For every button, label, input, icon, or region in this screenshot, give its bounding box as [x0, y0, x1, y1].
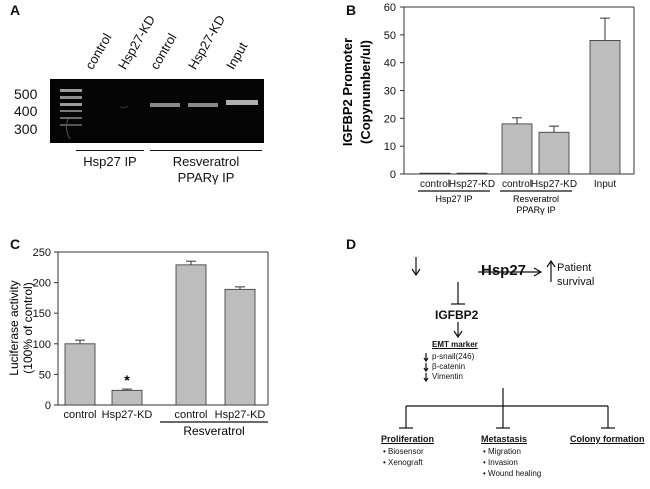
group-line-resveratrol [150, 150, 262, 151]
emt-marker-title: EMT marker [432, 340, 478, 349]
metastasis-item-2: • Invasion [483, 458, 518, 467]
group-line-hsp27-ip [76, 150, 144, 151]
chart-c-bar-1 [111, 389, 143, 406]
igfbp2-node: IGFBP2 [435, 308, 479, 322]
group-label-hsp27-ip: Hsp27 IP [83, 154, 137, 169]
emt-item-2: β-catenin [432, 362, 466, 371]
chart-c: 0 50 100 150 200 250 control * Hsp27-KD control Hs… [7, 247, 269, 438]
outcome-colony-formation: Colony formation [570, 434, 645, 444]
chart-b-ytick-label-1: 10 [384, 141, 396, 153]
chart-c-annotation-1: * [124, 372, 130, 388]
chart-c-ytick-label-5: 250 [33, 247, 51, 259]
chart-b-bar-4 [589, 40, 621, 175]
chart-c-bar-2 [175, 264, 207, 406]
chart-b-bar-1 [456, 172, 488, 175]
chart-b-ytick-label-5: 50 [384, 30, 396, 42]
chart-b-ytick-label-6: 60 [384, 2, 396, 14]
chart-b-ytick-label-3: 30 [384, 86, 396, 98]
chart-b-group-label-3: PPARγ IP [516, 205, 555, 215]
proliferation-item-1: • Biosensor [383, 447, 424, 456]
patient-label: Patient [557, 262, 592, 274]
chart-c-xtick-1: Hsp27-KD [102, 409, 153, 421]
outcome-proliferation: Proliferation [381, 434, 435, 444]
chart-c-ylabel-2: (100% of control) [21, 282, 35, 373]
group-label-resveratrol: Resveratrol [172, 154, 240, 169]
chart-c-bar-3 [224, 288, 256, 406]
chart-b-ylabel-1: IGFBP2 Promoter [340, 38, 355, 146]
chart-b-ytick-label-0: 0 [390, 169, 396, 181]
chart-c-xtick-0: control [63, 409, 96, 421]
lane-label-5: Input [223, 39, 251, 72]
group-label-ppar-ip: PPARγ IP [177, 170, 235, 185]
chart-c-ytick-label-4: 200 [33, 278, 51, 290]
chart-b-group-label-1: Hsp27 IP [435, 194, 472, 204]
gel-image [50, 79, 264, 143]
chart-b-bar-2 [501, 123, 533, 175]
chart-c-ylabel-1: Luciferase activity [7, 280, 21, 375]
chart-c-ytick-label-3: 150 [33, 308, 51, 320]
lane-label-1: control [82, 30, 115, 73]
chart-b-ylabel-2: (Copynumber/ul) [358, 40, 373, 144]
chart-c-ytick-label-2: 100 [33, 339, 51, 351]
marker-500: 500 [14, 86, 38, 102]
chart-c-group-label: Resveratrol [183, 424, 244, 438]
hsp27-node: Hsp27 [481, 262, 527, 279]
panel-b-letter: B [346, 2, 357, 18]
chart-b-xtick-2: control [502, 179, 532, 190]
emt-item-3: Vimentin [432, 372, 463, 381]
chart-c-xtick-3: Hsp27-KD [215, 409, 266, 421]
lane-label-4: Hsp27-KD [185, 12, 228, 72]
chart-b-xtick-1: Hsp27-KD [449, 179, 495, 190]
metastasis-item-3: • Wound healing [483, 469, 542, 478]
survival-label: survival [557, 276, 595, 288]
proliferation-item-2: • Xenograft [383, 458, 423, 467]
panel-c-letter: C [10, 236, 21, 252]
chart-b-xtick-3: Hsp27-KD [531, 179, 577, 190]
chart-b-xtick-0: control [420, 179, 450, 190]
chart-b-group-label-2: Resveratrol [513, 194, 559, 204]
chart-c-bar-0 [64, 343, 96, 406]
panel-a-letter: A [10, 2, 21, 18]
chart-c-ytick-label-1: 50 [39, 369, 51, 381]
pathway-diagram [411, 257, 556, 383]
chart-b-bar-3 [538, 131, 570, 175]
outcome-metastasis: Metastasis [481, 434, 528, 444]
marker-300: 300 [14, 121, 38, 137]
chart-b-xtick-4: Input [594, 179, 616, 190]
emt-item-1: p-snail(246) [432, 352, 475, 361]
outcome-branches [399, 388, 615, 429]
chart-b-ytick-label-4: 40 [384, 58, 396, 70]
chart-b-ytick-label-2: 20 [384, 113, 396, 125]
panel-d-letter: D [346, 236, 357, 252]
lane-label-3: control [147, 30, 180, 73]
chart-c-xtick-2: control [174, 409, 207, 421]
chart-c-ytick-label-0: 0 [45, 400, 51, 412]
metastasis-item-1: • Migration [483, 447, 521, 456]
marker-400: 400 [14, 103, 38, 119]
chart-b-bar-0 [419, 172, 451, 175]
